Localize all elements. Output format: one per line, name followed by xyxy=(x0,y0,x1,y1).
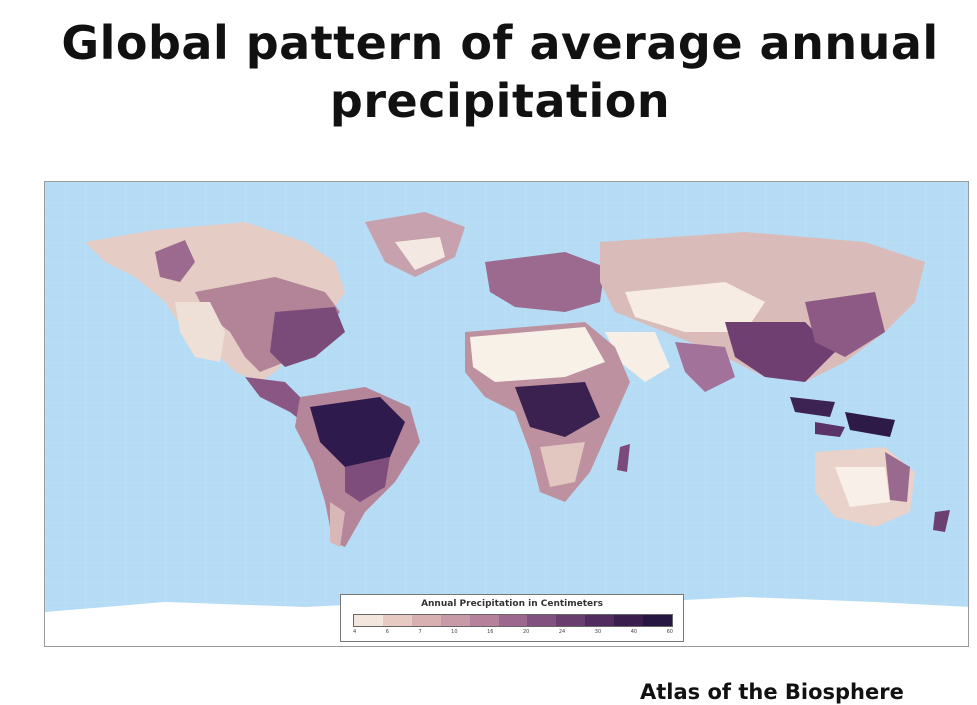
legend-swatch xyxy=(527,615,557,626)
europe xyxy=(485,252,605,312)
legend-tick-label: 6 xyxy=(385,629,389,635)
legend-swatch xyxy=(614,615,644,626)
south-america xyxy=(295,387,420,547)
title-line-2: precipitation xyxy=(329,74,671,128)
greenland-interior xyxy=(395,237,445,270)
source-credit: Atlas of the Biosphere xyxy=(640,680,904,704)
legend-swatch xyxy=(440,615,470,626)
map-legend: Annual Precipitation in Centimeters 4 6 7 1… xyxy=(340,594,684,642)
legend-tick-label: 40 xyxy=(630,629,638,635)
legend-tick-label: 4 xyxy=(353,629,357,635)
australia xyxy=(815,447,915,527)
arabia xyxy=(605,332,670,382)
legend-swatch xyxy=(469,615,499,626)
new-zealand xyxy=(933,510,950,532)
legend-swatch xyxy=(556,615,586,626)
legend-ticks: 4 6 7 10 16 20 24 30 40 60 xyxy=(353,629,673,639)
legend-tick-label: 10 xyxy=(451,629,458,635)
asia xyxy=(600,232,925,392)
legend-tick-label: 7 xyxy=(418,629,422,635)
legend-swatch xyxy=(498,615,528,626)
africa xyxy=(465,322,630,502)
legend-tick-label: 16 xyxy=(487,629,494,635)
legend-tick-label: 30 xyxy=(594,629,602,635)
legend-swatch xyxy=(382,615,412,626)
indonesia xyxy=(790,397,895,437)
legend-tick-label: 60 xyxy=(666,629,673,635)
madagascar xyxy=(617,444,630,472)
legend-swatch xyxy=(585,615,615,626)
north-america xyxy=(85,222,345,382)
legend-swatch xyxy=(354,615,383,626)
legend-tick-label: 24 xyxy=(558,629,566,635)
world-map-svg xyxy=(45,182,968,646)
legend-swatch xyxy=(411,615,441,626)
page-title: Global pattern of average annual precipi… xyxy=(40,14,960,130)
legend-color-bar xyxy=(353,614,673,627)
precipitation-map xyxy=(44,181,969,647)
legend-swatch xyxy=(643,615,672,626)
title-line-1: Global pattern of average annual xyxy=(61,16,939,70)
legend-title: Annual Precipitation in Centimeters xyxy=(421,599,603,609)
legend-tick-label: 20 xyxy=(522,629,530,635)
